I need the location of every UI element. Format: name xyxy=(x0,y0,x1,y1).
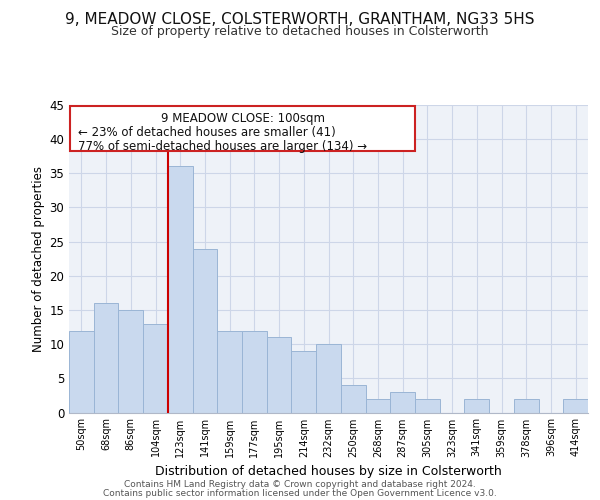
Text: Size of property relative to detached houses in Colsterworth: Size of property relative to detached ho… xyxy=(111,25,489,38)
Bar xyxy=(563,399,588,412)
FancyBboxPatch shape xyxy=(70,106,415,152)
Bar xyxy=(341,385,365,412)
Bar xyxy=(292,351,316,412)
Bar xyxy=(118,310,143,412)
Text: 9 MEADOW CLOSE: 100sqm: 9 MEADOW CLOSE: 100sqm xyxy=(161,112,325,125)
Bar xyxy=(94,303,118,412)
Bar xyxy=(267,338,292,412)
Text: 9, MEADOW CLOSE, COLSTERWORTH, GRANTHAM, NG33 5HS: 9, MEADOW CLOSE, COLSTERWORTH, GRANTHAM,… xyxy=(65,12,535,28)
Text: ← 23% of detached houses are smaller (41): ← 23% of detached houses are smaller (41… xyxy=(77,126,335,139)
Text: Contains public sector information licensed under the Open Government Licence v3: Contains public sector information licen… xyxy=(103,488,497,498)
Bar xyxy=(217,330,242,412)
Bar xyxy=(464,399,489,412)
Y-axis label: Number of detached properties: Number of detached properties xyxy=(32,166,45,352)
Bar xyxy=(415,399,440,412)
Bar xyxy=(143,324,168,412)
Bar xyxy=(242,330,267,412)
Bar xyxy=(316,344,341,412)
X-axis label: Distribution of detached houses by size in Colsterworth: Distribution of detached houses by size … xyxy=(155,465,502,478)
Bar xyxy=(390,392,415,412)
Bar xyxy=(365,399,390,412)
Bar xyxy=(168,166,193,412)
Bar xyxy=(514,399,539,412)
Text: Contains HM Land Registry data © Crown copyright and database right 2024.: Contains HM Land Registry data © Crown c… xyxy=(124,480,476,489)
Bar xyxy=(69,330,94,412)
Bar xyxy=(193,248,217,412)
Text: 77% of semi-detached houses are larger (134) →: 77% of semi-detached houses are larger (… xyxy=(77,140,367,153)
